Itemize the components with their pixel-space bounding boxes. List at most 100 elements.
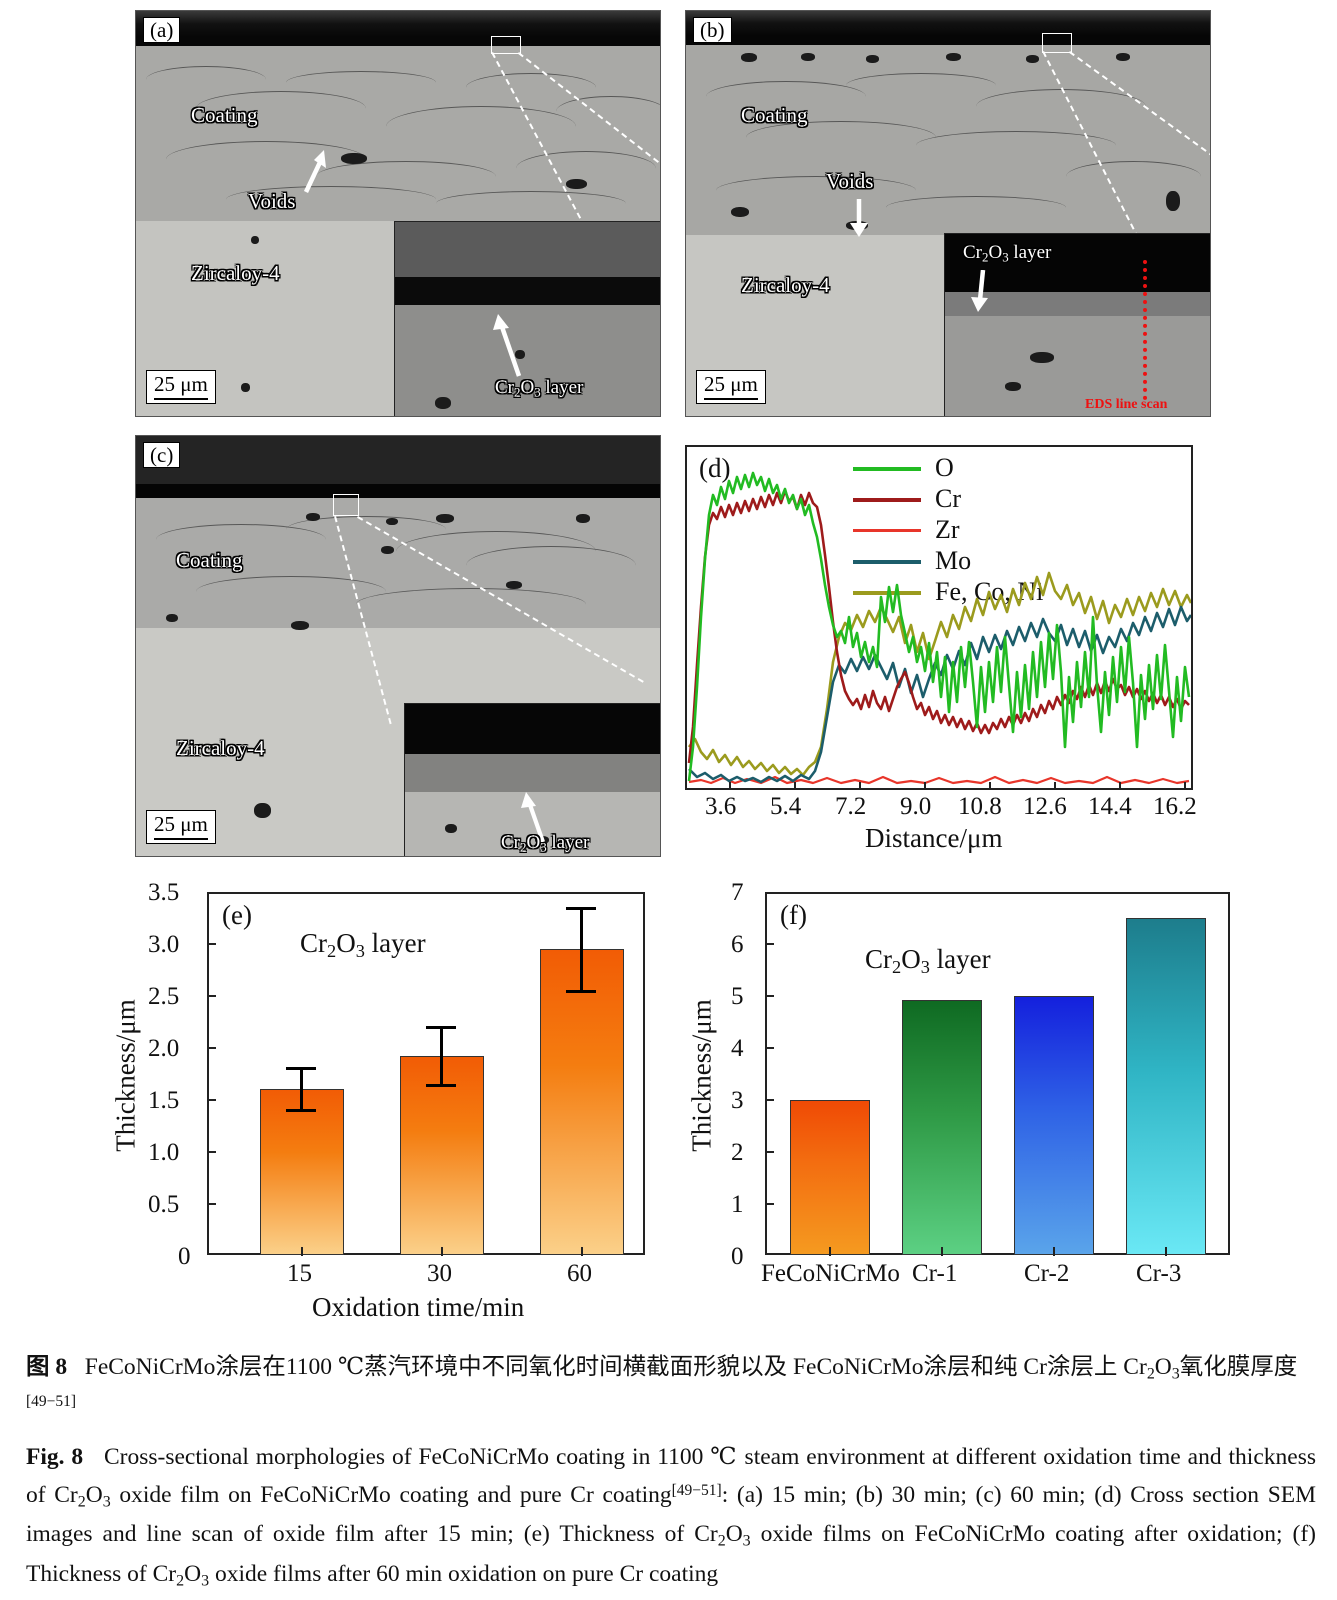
ytick-mark [207, 1099, 216, 1101]
xtick-label: 7.2 [835, 793, 867, 820]
xtick-label: FeCoNiCrMo [761, 1260, 900, 1287]
panel-a-micrograph: Coating Voids Zircaloy-4 Cr2O3 layer (a)… [135, 10, 661, 417]
ytick-mark [765, 1151, 774, 1153]
inset-label-text: Cr2O3 layer [963, 242, 1052, 265]
bar-feconicrmo [790, 1100, 870, 1255]
panel-f-chart: (f) Cr2O3 layer 7 6 5 4 3 2 1 0 FeCoNiCr… [680, 879, 1260, 1300]
ytick-mark [765, 995, 774, 997]
legend-label-o: O [935, 453, 954, 482]
inset-oxide-layer [945, 234, 1210, 292]
bar-cr-3 [1126, 918, 1206, 1255]
error-cap-bottom-15min [286, 1109, 316, 1112]
panel-e-chart: (e) Cr2O3 layer 3.5 3.0 2.5 2.0 1.5 1.0 … [100, 879, 675, 1322]
legend-swatch-o [853, 467, 921, 471]
panel-d-traces [687, 471, 1191, 785]
voids-label: Voids [826, 169, 874, 193]
panel-e-annotation: Cr2O3 layer [300, 928, 426, 962]
bar-cr-1 [902, 1000, 982, 1255]
xtick-mark [441, 1247, 443, 1256]
voids-label: Voids [248, 189, 296, 213]
legend-swatch-fe-co-ni [853, 591, 921, 595]
xtick-label: 60 [567, 1260, 592, 1287]
inset-oxide-arrow-icon [521, 792, 545, 843]
ytick-mark [765, 1099, 774, 1101]
xtick-mark [301, 1247, 303, 1256]
roi-box [1042, 33, 1072, 53]
error-bar-60min [580, 907, 583, 992]
ytick-mark [765, 943, 774, 945]
xtick-mark [581, 1247, 583, 1256]
xtick-mark [1184, 782, 1186, 790]
error-cap-top-30min [426, 1026, 456, 1029]
error-bar-15min [300, 1067, 303, 1111]
caption-chinese-figure-number: 图 8 [26, 1354, 68, 1380]
bar-15min [260, 1089, 344, 1255]
panel-b-micrograph: Coating Voids Zircaloy-4 Cr2O3 layer EDS… [685, 10, 1211, 417]
panel-d-xaxis-title: Distance/μm [865, 823, 1003, 853]
voids-arrow-icon [303, 150, 326, 193]
xtick-mark [941, 1247, 943, 1256]
ytick-label: 4 [731, 1035, 744, 1062]
xtick-mark [794, 782, 796, 790]
panel-a-inset: Cr2O3 layer [394, 221, 660, 416]
substrate-label: Zircaloy-4 [741, 273, 830, 297]
caption-english-figure-number: Fig. 8 [26, 1444, 84, 1470]
inset-label-text: Cr2O3 layer [501, 832, 590, 855]
error-cap-top-15min [286, 1067, 316, 1070]
panel-f-id: (f) [780, 900, 807, 930]
bar-60min [540, 949, 624, 1255]
xtick-label: 5.4 [770, 793, 802, 820]
substrate-label: Zircaloy-4 [191, 261, 280, 285]
ytick-label: 0 [178, 1243, 191, 1270]
error-bar-30min [440, 1026, 443, 1086]
xtick-mark [1054, 782, 1056, 790]
xtick-mark [729, 782, 731, 790]
roi-box [333, 494, 359, 516]
legend-label-mo: Mo [935, 546, 972, 575]
ytick-label: 7 [731, 879, 744, 906]
coating-label: Coating [176, 548, 243, 572]
reference-superscript-en: [49−51] [671, 1482, 722, 1500]
oxide-film-layer [136, 484, 660, 498]
oxide-film-layer [136, 37, 660, 46]
xtick-label: Cr-3 [1136, 1260, 1182, 1287]
mounting-resin-layer [136, 11, 660, 39]
ytick-mark [765, 1047, 774, 1049]
panel-f-annotation-text: Cr2O3 layer [865, 944, 991, 978]
ytick-label: 0.5 [148, 1191, 180, 1218]
xtick-mark [829, 1247, 831, 1256]
xtick-label: 9.0 [900, 793, 932, 820]
error-cap-bottom-60min [566, 990, 596, 993]
ytick-label: 1.5 [148, 1087, 180, 1114]
inset-label-text: Cr2O3 layer [495, 377, 584, 400]
oxide-film-layer [686, 35, 1210, 45]
panel-c-scalebar: 25 μm [146, 810, 216, 844]
inset-oxide-arrow-icon [971, 270, 988, 312]
legend-swatch-zr [853, 529, 921, 532]
xtick-label: 15 [287, 1260, 312, 1287]
xtick-label: 3.6 [705, 793, 737, 820]
panel-b-scalebar: 25 μm [696, 370, 766, 404]
xtick-label: 14.4 [1088, 793, 1132, 820]
ytick-mark [207, 1203, 216, 1205]
legend-label-cr: Cr [935, 484, 961, 513]
ytick-label: 6 [731, 931, 744, 958]
ytick-mark [207, 943, 216, 945]
inset-label: Cr2O3 layer [963, 242, 1051, 266]
legend-label-zr: Zr [935, 515, 960, 544]
panel-a-scalebar: 25 μm [146, 370, 216, 404]
inset-label: Cr2O3 layer [501, 832, 589, 856]
voids-arrow-icon [850, 199, 868, 237]
caption-english: Fig. 8 Cross-sectional morphologies of F… [26, 1444, 1317, 1590]
ytick-label: 3 [731, 1087, 744, 1114]
legend-swatch-mo [853, 560, 921, 564]
ytick-label: 1 [731, 1191, 744, 1218]
ytick-mark [765, 1203, 774, 1205]
xtick-label: Cr-1 [912, 1260, 958, 1287]
xtick-mark [989, 782, 991, 790]
panel-a-id: (a) [143, 17, 181, 44]
panel-d-chart: (d) O Cr Zr Mo Fe, Co, Ni [685, 435, 1209, 855]
inset-label: Cr2O3 layer [495, 377, 583, 401]
panel-b-id: (b) [693, 17, 732, 44]
ytick-label: 5 [731, 983, 744, 1010]
